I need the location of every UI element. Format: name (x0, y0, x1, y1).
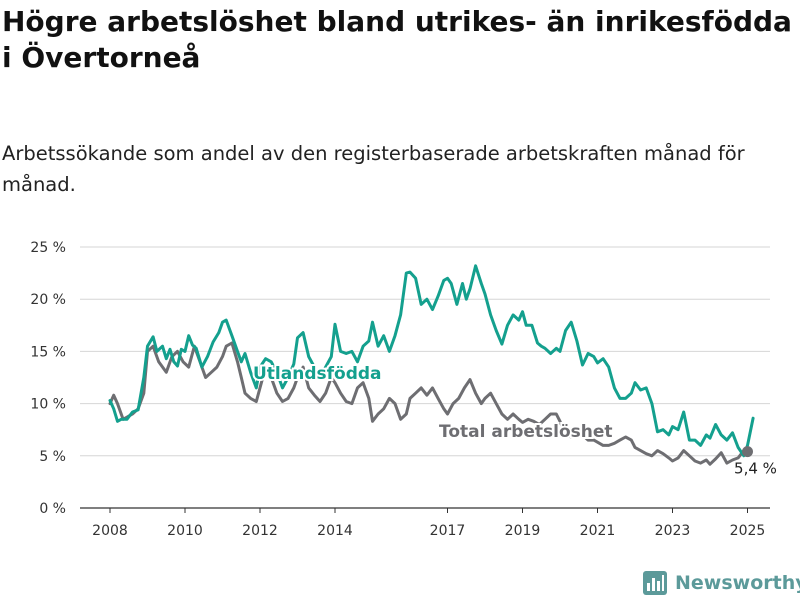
grid-layer (80, 246, 770, 509)
y-tick-label: 20 % (30, 292, 66, 308)
bar-chart-icon (643, 571, 667, 595)
series-label-total: Total arbetslöshet (439, 422, 613, 442)
x-tick-label: 2023 (655, 523, 691, 539)
series-line-total (108, 341, 749, 466)
brand-name: Newsworthy (675, 572, 800, 594)
end-value-label: 5,4 % (734, 460, 777, 478)
x-tick-label: 2019 (505, 523, 541, 539)
x-tick-label: 2008 (92, 523, 128, 539)
x-tick-label: 2025 (730, 523, 766, 539)
x-tick-label: 2021 (580, 523, 616, 539)
x-tick-label: 2014 (317, 523, 353, 539)
y-tick-label: 0 % (39, 501, 66, 517)
label-layer: Utlandsfödda Total arbetslöshet 5,4 % (251, 362, 777, 478)
series-label-utlandsfodda: Utlandsfödda (253, 364, 382, 384)
x-tick-label: 2017 (430, 523, 466, 539)
y-tick-label: 15 % (30, 344, 66, 360)
y-tick-label: 10 % (30, 397, 66, 413)
chart-title: Högre arbetslöshet bland utrikes- än inr… (2, 5, 792, 74)
end-point-marker (742, 446, 753, 458)
y-tick-label: 25 % (30, 240, 66, 256)
y-tick-label: 5 % (39, 449, 66, 465)
brand-logo: Newsworthy (643, 568, 800, 598)
series-layer (108, 264, 755, 466)
chart-subtitle: Arbetssökande som andel av den registerb… (2, 142, 745, 196)
axis-layer: 0 % 5 % 10 % 15 % 20 % 25 % 2008 2010 2012 2014 20… (30, 240, 765, 539)
series-line-utlandsfodda (108, 264, 755, 458)
x-tick-label: 2010 (167, 523, 203, 539)
x-tick-label: 2012 (242, 523, 278, 539)
